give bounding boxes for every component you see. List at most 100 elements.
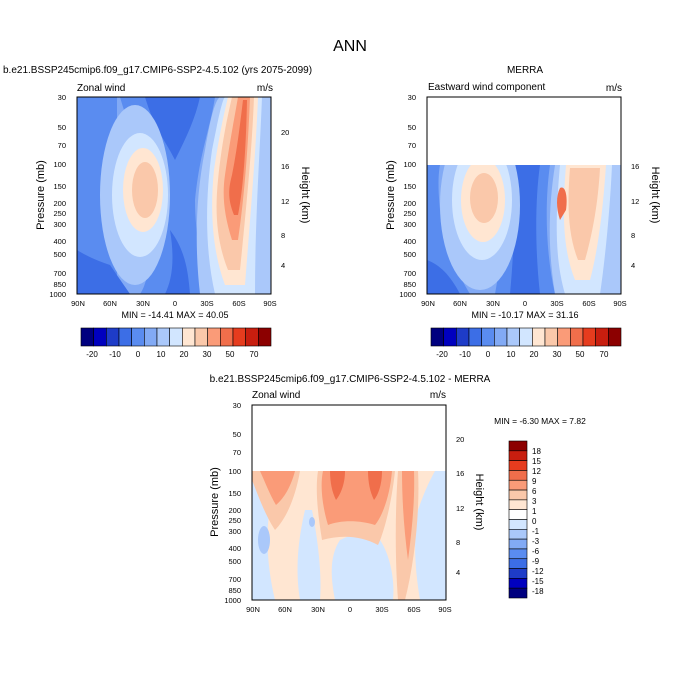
x-tick-label: 0	[348, 605, 352, 614]
colorbar-swatch	[557, 327, 571, 347]
colorbar-label: 70	[250, 350, 259, 359]
colorbar-swatch	[508, 519, 528, 530]
colorbar-swatch	[468, 327, 482, 347]
y-tick-label: 200	[228, 506, 241, 515]
y-tick-label: 50	[233, 430, 241, 439]
panel2-stats: MIN = -10.17 MAX = 31.16	[471, 310, 578, 320]
colorbar-swatch	[220, 327, 234, 347]
colorbar-label: 20	[530, 350, 539, 359]
panel2-contour-field	[426, 96, 622, 295]
y-tick-label: 150	[53, 182, 66, 191]
y2-tick-label: 16	[631, 162, 639, 171]
y-tick-label: 400	[228, 544, 241, 553]
colorbar-label: 1	[532, 507, 537, 516]
colorbar-swatch	[258, 327, 272, 347]
colorbar-swatch	[508, 578, 528, 589]
colorbar-label: 70	[600, 350, 609, 359]
colorbar-swatch	[508, 587, 528, 599]
y-tick-label: 150	[228, 489, 241, 498]
colorbar-swatch	[508, 489, 528, 501]
x-tick-label: 0	[523, 299, 527, 308]
colorbar-swatch	[508, 470, 528, 481]
colorbar-label: -10	[459, 350, 471, 359]
x-tick-label: 30S	[550, 299, 563, 308]
panel2-colorbar-labels: -20 -10 0 10 20 30 50 70	[436, 350, 609, 359]
colorbar-label: 10	[157, 350, 166, 359]
x-tick-label: 90N	[71, 299, 85, 308]
panel1-units-label: m/s	[257, 83, 273, 94]
colorbar-swatch	[519, 327, 533, 347]
x-tick-label: 30N	[311, 605, 325, 614]
panel3-colorbar-labels: 18 15 12 9 6 3 1 0 -1 -3 -6 -9 -12 -15 -…	[532, 447, 544, 596]
colorbar-swatch	[481, 327, 495, 347]
panel1-colorbar	[80, 327, 272, 347]
colorbar-label: -10	[109, 350, 121, 359]
y-tick-label: 250	[53, 209, 66, 218]
y-tick-label: 150	[403, 182, 416, 191]
panel2-title: MERRA	[507, 65, 543, 76]
colorbar-label: 9	[532, 477, 537, 486]
x-tick-label: 60N	[278, 605, 292, 614]
colorbar-swatch	[508, 558, 528, 569]
panel3-contour-field	[251, 404, 447, 601]
colorbar-swatch	[508, 499, 528, 510]
colorbar-label: 30	[203, 350, 212, 359]
panel2-y2-label: Height (km)	[649, 167, 661, 224]
colorbar-swatch	[532, 327, 546, 347]
y2-tick-label: 12	[631, 197, 639, 206]
colorbar-label: 20	[180, 350, 189, 359]
panel3-y-label: Pressure (mb)	[209, 467, 221, 537]
colorbar-swatch	[194, 327, 208, 347]
colorbar-swatch	[570, 327, 584, 347]
colorbar-swatch	[582, 327, 596, 347]
x-tick-label: 60S	[232, 299, 245, 308]
y2-tick-label: 4	[631, 261, 635, 270]
panel2-units-label: m/s	[606, 83, 622, 94]
panel1-y-label: Pressure (mb)	[35, 160, 47, 230]
x-tick-label: 0	[173, 299, 177, 308]
y-tick-label: 30	[58, 93, 66, 102]
colorbar-label: 10	[507, 350, 516, 359]
colorbar-swatch	[156, 327, 170, 347]
colorbar-swatch	[506, 327, 520, 347]
colorbar-label: 50	[226, 350, 235, 359]
y-tick-label: 70	[58, 141, 66, 150]
y-tick-label: 200	[53, 199, 66, 208]
y-tick-label: 850	[403, 280, 416, 289]
colorbar-swatch	[494, 327, 508, 347]
y-tick-label: 200	[403, 199, 416, 208]
x-tick-label: 60S	[582, 299, 595, 308]
y-tick-label: 250	[403, 209, 416, 218]
x-tick-label: 60N	[103, 299, 117, 308]
x-tick-label: 90N	[421, 299, 435, 308]
colorbar-label: -3	[532, 537, 540, 546]
panel3-y2-label: Height (km)	[473, 474, 485, 531]
y2-tick-label: 20	[456, 435, 464, 444]
colorbar-label: 50	[576, 350, 585, 359]
colorbar-swatch	[508, 450, 528, 461]
panel3-field-label: Zonal wind	[252, 390, 300, 401]
y2-tick-label: 12	[281, 197, 289, 206]
y-tick-label: 70	[233, 448, 241, 457]
colorbar-label: 3	[532, 497, 537, 506]
y-tick-label: 700	[53, 269, 66, 278]
colorbar-swatch	[118, 327, 132, 347]
colorbar-swatch	[508, 538, 528, 550]
panel3-axes: Pressure (mb) Height (km) 30 50 70 100 1…	[209, 401, 485, 614]
panel3-stats: MIN = -6.30 MAX = 7.82	[494, 416, 586, 426]
colorbar-swatch	[144, 327, 158, 347]
y2-tick-label: 8	[631, 231, 635, 240]
panel1-title: b.e21.BSSP245cmip6.f09_g17.CMIP6-SSP2-4.…	[3, 65, 312, 76]
colorbar-swatch	[131, 327, 145, 347]
y2-tick-label: 20	[281, 128, 289, 137]
colorbar-label: 18	[532, 447, 541, 456]
colorbar-swatch	[430, 327, 444, 347]
colorbar-label: 30	[553, 350, 562, 359]
colorbar-label: 15	[532, 457, 541, 466]
panel3-units-label: m/s	[430, 390, 446, 401]
y-tick-label: 1000	[399, 290, 416, 299]
panel2-y-label: Pressure (mb)	[385, 160, 397, 230]
colorbar-label: 12	[532, 467, 541, 476]
colorbar-swatch	[595, 327, 609, 347]
